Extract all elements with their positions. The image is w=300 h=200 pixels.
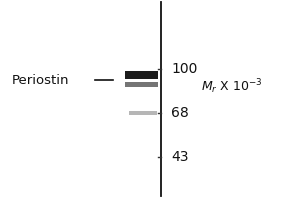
Text: 43: 43 <box>171 150 188 164</box>
Text: Periostin: Periostin <box>12 73 70 86</box>
Bar <box>124 82 158 87</box>
Text: 68: 68 <box>171 106 189 120</box>
Bar <box>124 71 158 79</box>
Text: 100: 100 <box>171 62 197 76</box>
Bar <box>129 111 157 115</box>
Text: $M_r$ X $10^{-3}$: $M_r$ X $10^{-3}$ <box>201 78 262 96</box>
